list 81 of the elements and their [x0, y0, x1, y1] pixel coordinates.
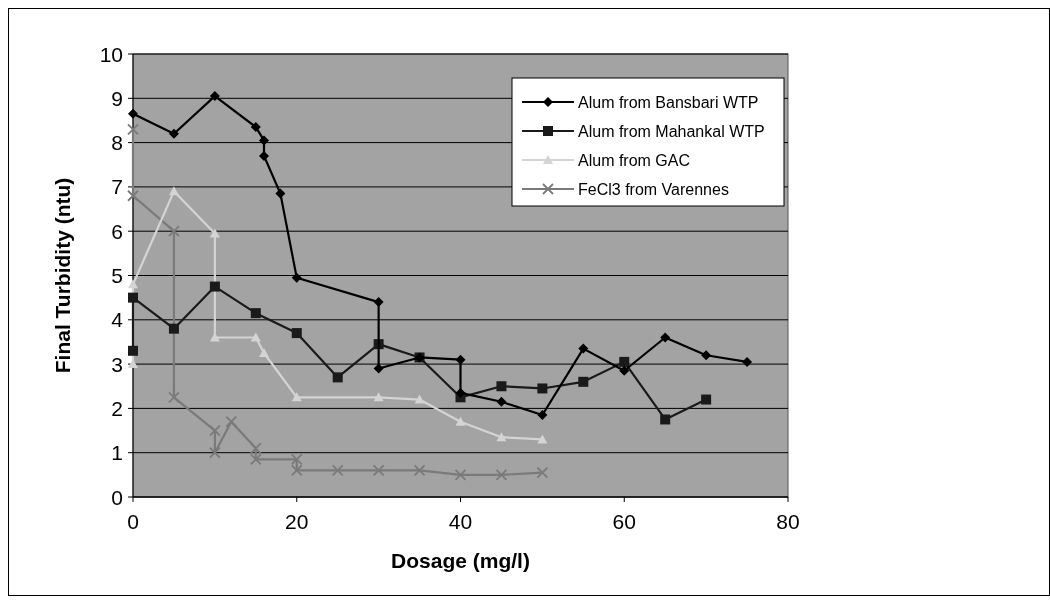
point — [454, 468, 467, 481]
point — [275, 188, 286, 199]
point — [373, 363, 384, 374]
point — [537, 434, 548, 444]
point — [619, 365, 630, 376]
point — [291, 328, 302, 339]
point — [291, 392, 302, 402]
x-tick-label: 40 — [448, 510, 473, 533]
point — [259, 135, 269, 146]
legend-label: FeCl3 from Varennes — [578, 180, 729, 198]
point — [496, 396, 507, 407]
y-tick-label: 7 — [111, 175, 123, 199]
point — [249, 442, 262, 455]
point — [250, 122, 261, 133]
x-tick-label: 80 — [776, 510, 800, 533]
point — [660, 332, 671, 343]
point — [225, 415, 238, 428]
point — [128, 279, 138, 289]
point — [578, 376, 589, 387]
point — [373, 297, 384, 308]
y-tick-label: 5 — [111, 264, 123, 287]
x-tick-label: 0 — [127, 510, 139, 533]
point — [332, 372, 343, 383]
point — [209, 91, 220, 102]
point — [373, 392, 384, 402]
point — [259, 348, 269, 358]
point — [168, 323, 179, 334]
point — [209, 281, 220, 292]
point — [701, 350, 712, 361]
y-tick-label: 6 — [111, 219, 123, 243]
y-tick-label: 3 — [111, 352, 123, 376]
point — [127, 123, 139, 136]
point — [168, 186, 179, 196]
point — [249, 453, 262, 466]
x-axis-title: Dosage (mg/l) — [391, 549, 530, 572]
point — [208, 424, 221, 437]
x-tick-label: 20 — [285, 510, 309, 533]
point — [128, 108, 138, 119]
x-tick-label: 60 — [612, 510, 636, 533]
point — [536, 466, 549, 479]
point — [290, 464, 303, 477]
y-tick-label: 0 — [111, 485, 123, 509]
point — [495, 468, 508, 481]
point — [250, 308, 261, 319]
point — [372, 464, 385, 477]
y-tick-label: 10 — [99, 42, 123, 66]
point — [414, 394, 425, 404]
legend-label: Alum from Bansbari WTP — [578, 93, 759, 111]
point — [128, 292, 138, 303]
point — [168, 128, 179, 139]
point — [619, 356, 630, 367]
point — [413, 464, 426, 477]
point — [496, 381, 507, 392]
point — [455, 416, 466, 426]
legend-label: Alum from GAC — [578, 151, 691, 169]
point — [290, 453, 303, 466]
y-tick-label: 8 — [111, 131, 123, 155]
point — [331, 464, 344, 477]
point — [127, 189, 139, 202]
point — [291, 272, 302, 283]
point — [578, 343, 589, 354]
point — [537, 410, 548, 421]
point — [701, 394, 712, 405]
point — [455, 387, 466, 398]
point — [168, 391, 180, 404]
legend-label: Alum from Mahankal WTP — [578, 122, 765, 140]
point — [128, 345, 138, 356]
point — [208, 446, 221, 459]
point — [209, 228, 220, 238]
y-tick-label: 9 — [111, 86, 123, 110]
y-axis-title: Final Turbidity (ntu) — [51, 177, 74, 374]
y-tick-label: 2 — [111, 396, 123, 420]
point — [455, 354, 466, 365]
point — [250, 332, 261, 342]
point — [168, 225, 180, 238]
point — [537, 383, 548, 394]
y-tick-label: 4 — [111, 308, 124, 332]
point — [496, 432, 507, 442]
y-tick-label: 1 — [111, 441, 123, 465]
point — [742, 356, 753, 367]
point — [660, 414, 671, 425]
